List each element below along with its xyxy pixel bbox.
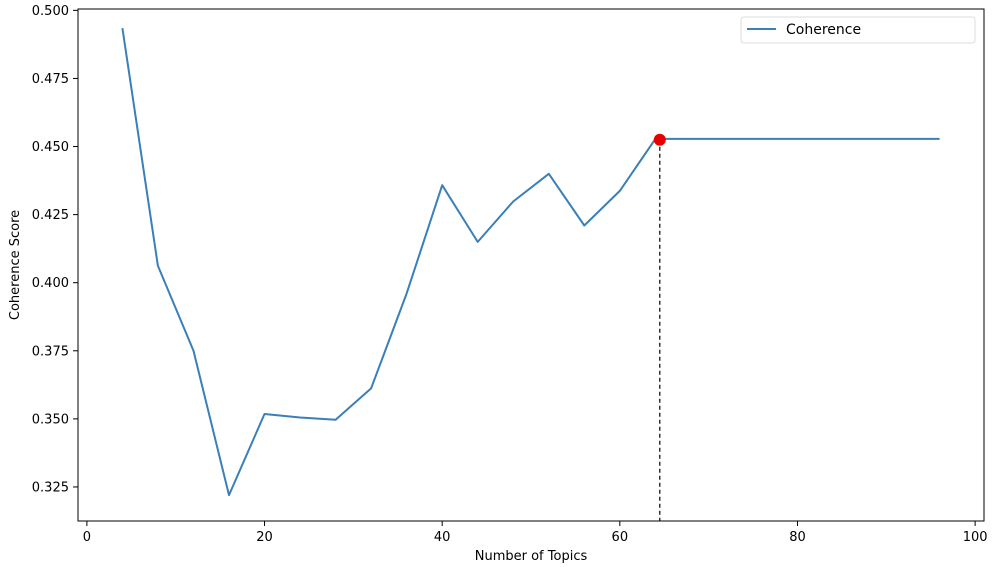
x-tick-label: 80 <box>789 530 806 545</box>
y-tick-label: 0.400 <box>32 276 69 291</box>
y-tick-label: 0.350 <box>32 412 69 427</box>
x-tick-label: 100 <box>963 530 988 545</box>
legend-entry-label: Coherence <box>786 22 861 38</box>
y-tick-label: 0.325 <box>32 480 69 495</box>
x-tick-label: 60 <box>612 530 629 545</box>
x-tick-label: 0 <box>83 530 91 545</box>
series-line-coherence <box>121 27 940 497</box>
y-tick-label: 0.375 <box>32 344 69 359</box>
highlight-marker <box>653 133 666 146</box>
y-tick-label: 0.425 <box>32 208 69 223</box>
y-axis-label: Coherence Score <box>8 210 23 320</box>
legend-box <box>740 16 976 44</box>
x-tick-label: 20 <box>256 530 273 545</box>
y-tick-label: 0.475 <box>32 72 69 87</box>
y-tick-label: 0.450 <box>32 140 69 155</box>
y-tick-label: 0.500 <box>32 4 69 19</box>
x-tick-label: 40 <box>434 530 451 545</box>
plot-frame <box>77 8 985 522</box>
x-axis-label: Number of Topics <box>475 549 588 564</box>
